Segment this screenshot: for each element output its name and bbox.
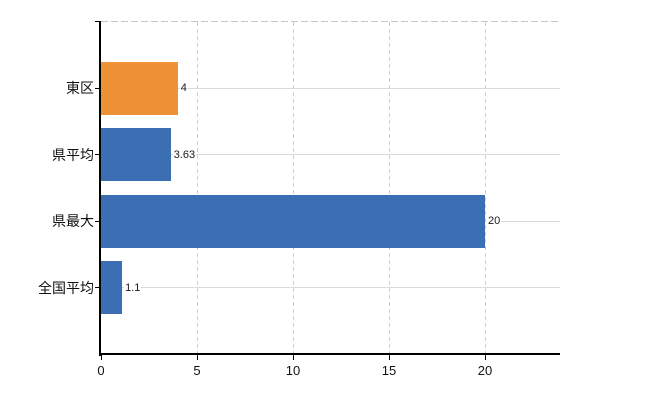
category-label: 全国平均 [38,279,94,296]
x-tick-label: 20 [477,363,493,378]
vertical-gridline [292,22,294,354]
value-label: 1.1 [124,281,142,294]
category-label: 東区 [66,80,94,97]
vertical-gridline [388,22,390,354]
bar [101,194,485,248]
category-label: 県最大 [52,213,94,230]
vertical-gridline [484,22,486,354]
x-axis-tick [196,355,198,360]
x-tick-label: 10 [285,363,301,378]
value-label: 4 [179,82,188,95]
x-axis-tick [100,355,102,360]
category-label: 県平均 [52,146,94,163]
x-axis-tick [292,355,294,360]
y-axis-tick [95,21,101,22]
x-tick-label: 15 [381,363,397,378]
bar [101,261,123,315]
horizontal-gridline [101,154,560,156]
x-axis-tick [388,355,390,360]
vertical-gridline [196,22,198,354]
y-axis-tick [95,87,101,89]
value-label: 3.63 [172,148,197,161]
x-axis-line [99,353,560,355]
horizontal-gridline [101,287,560,289]
horizontal-gridline [101,87,560,89]
y-axis-tick [95,287,101,289]
x-tick-label: 5 [193,363,201,378]
bar [101,128,171,182]
x-axis-tick [484,355,486,360]
y-axis-tick [95,220,101,222]
value-label: 20 [487,215,502,228]
y-axis-tick [95,154,101,156]
y-axis-line [99,22,101,356]
plot-top-border [101,21,560,22]
bar [101,61,178,115]
x-tick-label: 0 [97,363,105,378]
